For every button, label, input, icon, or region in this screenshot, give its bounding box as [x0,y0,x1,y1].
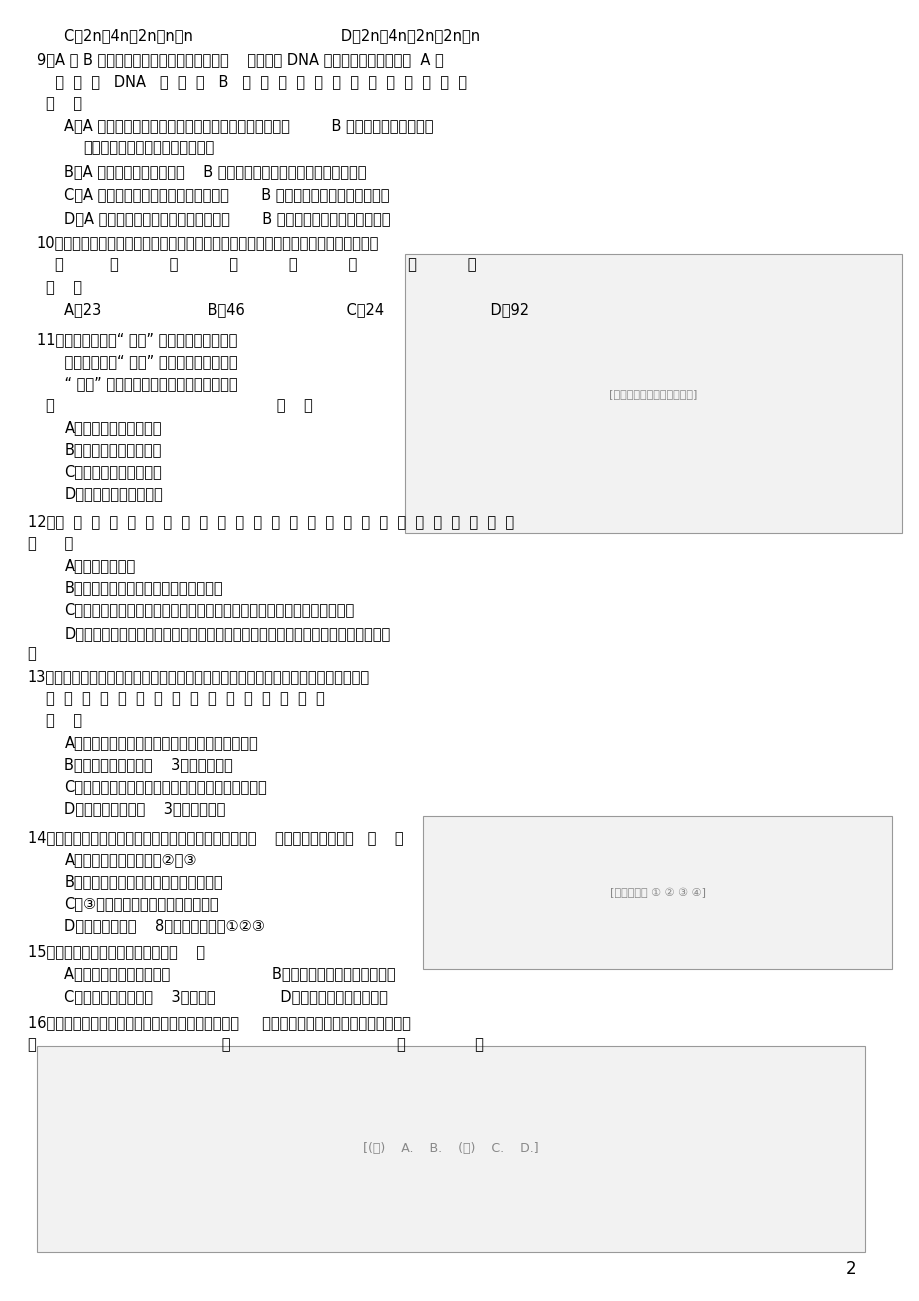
Text: D．上述细胞中有    8个染色单体的是①②③: D．上述细胞中有 8个染色单体的是①②③ [64,919,265,934]
Text: 14．右下图是同一种动物体内有关细胞分裂的一组图像，    下列叙述中正确的是   （    ）: 14．右下图是同一种动物体内有关细胞分裂的一组图像， 下列叙述中正确的是 （ ） [28,830,403,846]
Text: 15．以下与生物个体发育无关的是（    ）: 15．以下与生物个体发育无关的是（ ） [28,945,204,960]
Text: （    ）: （ ） [46,280,82,295]
Text: 胞  中  的   DNA   含  量  是   B   细  胞  的  两  倍  ，  最  可  能  的  解  释  是: 胞 中 的 DNA 含 量 是 B 细 胞 的 两 倍 ， 最 可 能 的 解 … [46,74,467,90]
Text: A．基因控制蛋白质的合成                      B．长期的地理隔离到生殖隔离: A．基因控制蛋白质的合成 B．长期的地理隔离到生殖隔离 [64,967,395,982]
Text: 13．比较减数分裂过程中，卵原细胞、初级卵母细胞、次级卵母细胞和卵细胞之间的染: 13．比较减数分裂过程中，卵原细胞、初级卵母细胞、次级卵母细胞和卵细胞之间的染 [28,669,369,684]
Text: 16．下图中（一）代表某生物体细胞的细胞核，图中     （二）；哪个图不可能是这种生物所产: 16．下图中（一）代表某生物体细胞的细胞核，图中 （二）；哪个图不可能是这种生物… [28,1015,410,1030]
Text: A．属于无性生殖: A．属于无性生殖 [64,558,135,574]
Bar [423,816,891,969]
Text: C．组培过程中由于人工培养基含大量营养，不需光照就能发育成完整植株: C．组培过程中由于人工培养基含大量营养，不需光照就能发育成完整植株 [64,602,354,618]
Text: 10．一个染色体正常的男子，其精巢中处于减数第一次分裂后期的细胞中含有的形态不: 10．一个染色体正常的男子，其精巢中处于减数第一次分裂后期的细胞中含有的形态不 [37,235,379,251]
Text: D．卵原细胞是其他    3种细胞的两倍: D．卵原细胞是其他 3种细胞的两倍 [64,801,225,817]
Text: 则获得克隆羊“ 多利” 的生殖方式和图中的: 则获得克隆羊“ 多利” 的生殖方式和图中的 [46,354,237,369]
Text: B．卵细胞内只有其他    3种细胞的一半: B．卵细胞内只有其他 3种细胞的一半 [64,757,233,773]
Text: 等: 等 [28,647,37,662]
Bar [404,254,901,533]
Text: B．主要理论依据是植物细胞具有全能性: B．主要理论依据是植物细胞具有全能性 [64,580,222,596]
Text: [(一)    A.    B.    (二)    C.    D.]: [(一) A. B. (二) C. D.] [363,1142,538,1155]
Text: （    ）: （ ） [46,96,82,112]
Text: B．无性生殖、雌性激素: B．无性生殖、雌性激素 [64,442,162,458]
Text: B．A 细胞是正常的体细胞，    B 细胞处于减数第一次分裂结束时的细胞: B．A 细胞是正常的体细胞， B 细胞处于减数第一次分裂结束时的细胞 [64,164,367,180]
Text: 2: 2 [845,1259,856,1278]
Text: D．有性生殖、雌性激素: D．有性生殖、雌性激素 [64,487,163,502]
Text: [细胞分裂图 ① ② ③ ④]: [细胞分裂图 ① ② ③ ④] [609,887,705,898]
Text: （      ）: （ ） [28,536,73,552]
Text: C．A 细胞是处于有丝分裂前期的细胞，       B 细胞处于有丝分裂后期的细胞: C．A 细胞是处于有丝分裂前期的细胞， B 细胞处于有丝分裂后期的细胞 [64,187,390,203]
Text: “ 多利” 羊发育成熟时所分泌的性激素依次: “ 多利” 羊发育成熟时所分泌的性激素依次 [46,376,237,392]
Text: C．某女性体细胞内有    3条染色体              D．顶细胞发育成球状胚体: C．某女性体细胞内有 3条染色体 D．顶细胞发育成球状胚体 [64,989,388,1004]
Bar [37,1046,864,1252]
Text: B．动物睾丸中不可能同时出现以上细胞: B．动物睾丸中不可能同时出现以上细胞 [64,874,222,890]
Text: 生                                        的                                    配 : 生 的 配 [28,1037,483,1053]
Text: [克隆羊多利培育过程模式图]: [克隆羊多利培育过程模式图] [608,389,697,398]
Text: D．人工培养基中含植物生长发育所需的全部营养物质，包括矿质元素、糖、维生素: D．人工培养基中含植物生长发育所需的全部营养物质，包括矿质元素、糖、维生素 [64,626,391,641]
Text: 同          的           染           色           体           种           类        : 同 的 染 色 体 种 类 [55,258,476,273]
Text: A．A 细胞是有丝分裂过程中中心体相互分离时的细胞，         B 细胞是减数分裂过程中: A．A 细胞是有丝分裂过程中中心体相互分离时的细胞， B 细胞是减数分裂过程中 [64,118,434,134]
Text: A．无性生殖、雄性激素: A．无性生殖、雄性激素 [64,420,162,436]
Text: 9．A 和 B 是属于同一生物体内的两个细胞，    通过对其 DNA 分子含量的测定发现，  A 细: 9．A 和 B 是属于同一生物体内的两个细胞， 通过对其 DNA 分子含量的测定… [37,52,443,68]
Text: C．2n、4n、2n、n、n                                D．2n、4n、2n、2n、n: C．2n、4n、2n、n、n D．2n、4n、2n、2n、n [64,29,480,44]
Text: A．卵原细胞和初级卵母细胞是后两种细胞的两倍: A．卵原细胞和初级卵母细胞是后两种细胞的两倍 [64,735,258,751]
Text: 12．下  列  关  于  运  用  植  物  组  织  培  养  技  术  产  生  新  个  体  的  叙  述  错  误  的  是: 12．下 列 关 于 运 用 植 物 组 织 培 养 技 术 产 生 新 个 体… [28,514,513,530]
Text: A．具有同源染色体的是②和③: A．具有同源染色体的是②和③ [64,852,197,868]
Text: A．23                       B．46                      C．24                       : A．23 B．46 C．24 [64,302,529,317]
Text: 着丝点分裂染色体移向两极的细胞: 着丝点分裂染色体移向两极的细胞 [83,141,214,156]
Text: C．有性生殖、雄性激素: C．有性生殖、雄性激素 [64,464,162,480]
Text: D．A 细胞是处于有丝分裂后期的细胞，       B 细胞处于有丝分裂前期的细胞: D．A 细胞是处于有丝分裂后期的细胞， B 细胞处于有丝分裂前期的细胞 [64,211,391,226]
Text: C．③所示的细胞中不可能有基因重组: C．③所示的细胞中不可能有基因重组 [64,896,219,912]
Text: 11．右图是克隆羊“ 多利” 的培育过程模式图，: 11．右图是克隆羊“ 多利” 的培育过程模式图， [37,332,237,347]
Text: 是                                                （    ）: 是 （ ） [46,398,312,414]
Text: （    ）: （ ） [46,713,82,729]
Text: 色  体  的  含  量  关  系  ，  其  中  正  确  的  一  项  是: 色 体 的 含 量 关 系 ， 其 中 正 确 的 一 项 是 [46,691,324,706]
Text: C．初级卵母细胞是卵细胞的四倍，其余细胞的两倍: C．初级卵母细胞是卵细胞的四倍，其余细胞的两倍 [64,779,267,795]
